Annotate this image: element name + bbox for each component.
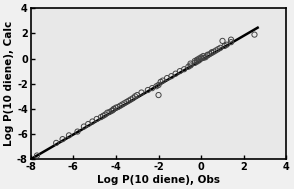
Point [165, 77, 169, 80]
Point [122, 102, 127, 105]
Point [188, 62, 193, 65]
Point [210, 51, 214, 54]
Point [139, 91, 144, 94]
Point [161, 79, 165, 82]
Point [220, 39, 225, 42]
Point [156, 94, 161, 97]
Point [224, 43, 229, 46]
Point [150, 87, 154, 90]
Point [81, 125, 86, 128]
Point [67, 134, 71, 137]
Point [118, 104, 123, 107]
Point [182, 68, 186, 71]
Point [120, 103, 125, 106]
Point [60, 138, 65, 141]
Point [158, 80, 163, 83]
Point [212, 50, 216, 53]
Point [101, 114, 106, 117]
Point [90, 120, 95, 123]
Point [229, 38, 233, 41]
Point [203, 56, 208, 59]
Point [107, 111, 112, 114]
Point [195, 60, 199, 63]
Point [113, 106, 118, 109]
Point [54, 141, 59, 144]
X-axis label: Log P(10 diene), Obs: Log P(10 diene), Obs [97, 175, 220, 185]
Point [156, 84, 161, 87]
Point [98, 116, 103, 119]
Point [205, 54, 210, 57]
Point [105, 111, 110, 114]
Point [197, 59, 201, 62]
Point [195, 58, 199, 61]
Point [124, 101, 129, 104]
Point [86, 122, 91, 125]
Point [222, 44, 227, 47]
Point [210, 51, 214, 54]
Point [173, 72, 178, 75]
Y-axis label: Log P(10 diene), Calc: Log P(10 diene), Calc [4, 21, 14, 146]
Point [75, 130, 80, 133]
Point [199, 57, 203, 60]
Point [169, 75, 174, 78]
Point [214, 49, 218, 52]
Point [133, 95, 137, 98]
Point [197, 57, 201, 60]
Point [207, 53, 212, 56]
Point [216, 48, 220, 51]
Point [154, 85, 159, 88]
Point [201, 54, 206, 57]
Point [110, 109, 115, 112]
Point [218, 46, 223, 49]
Point [188, 64, 193, 67]
Point [252, 33, 257, 36]
Point [178, 70, 182, 73]
Point [192, 61, 197, 64]
Point [201, 56, 206, 59]
Point [131, 97, 135, 100]
Point [109, 109, 114, 112]
Point [199, 56, 203, 59]
Point [205, 53, 210, 56]
Point [229, 41, 233, 44]
Point [94, 118, 99, 121]
Point [135, 94, 140, 97]
Point [126, 99, 131, 102]
Point [128, 98, 133, 101]
Point [146, 88, 150, 91]
Point [103, 113, 108, 116]
Point [111, 107, 116, 110]
Point [35, 154, 39, 157]
Point [116, 105, 120, 108]
Point [192, 60, 197, 63]
Point [186, 65, 191, 68]
